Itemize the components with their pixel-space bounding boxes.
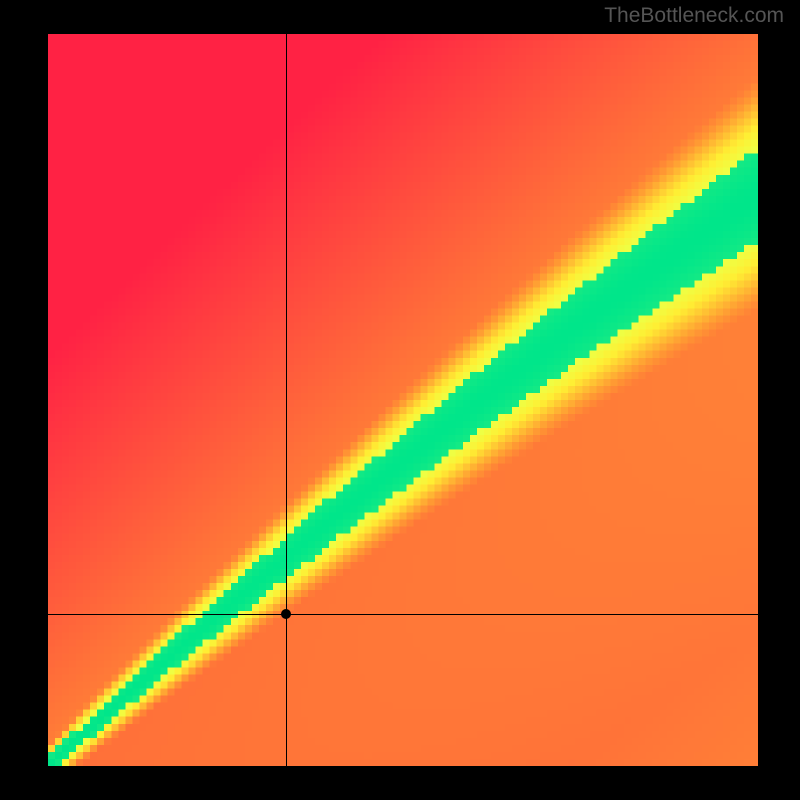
crosshair-horizontal [48, 614, 758, 615]
crosshair-vertical [286, 34, 287, 766]
watermark-text: TheBottleneck.com [604, 4, 784, 28]
heatmap-plot [48, 34, 758, 766]
heatmap-canvas [48, 34, 758, 766]
marker-dot [281, 609, 291, 619]
